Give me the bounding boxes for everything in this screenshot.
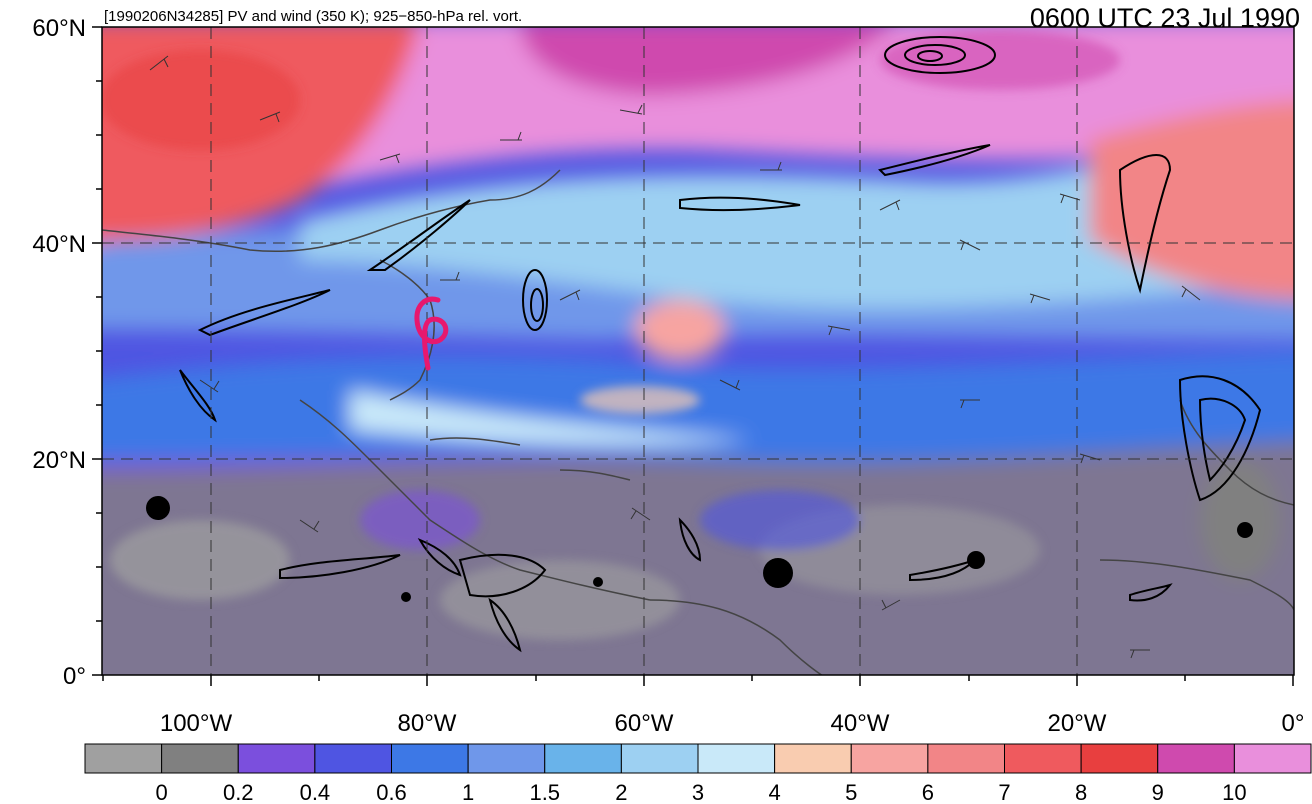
colorbar-swatch	[620, 743, 699, 774]
colorbar-label: 1.5	[529, 780, 560, 804]
vorticity-contours	[179, 36, 1262, 653]
tropical-storm-symbol	[414, 296, 449, 371]
lon-label-0: 0°	[1282, 710, 1305, 737]
lon-label-100w: 100°W	[160, 710, 233, 737]
latitude-labels: 60°N 40°N 20°N 0°	[32, 15, 86, 690]
colorbar-swatch	[1157, 743, 1235, 774]
longitude-labels: 100°W 80°W 60°W 40°W 20°W 0°	[160, 710, 1305, 737]
colorbar-swatch	[467, 743, 546, 774]
colorbar-label: 8	[1075, 780, 1087, 804]
colorbar-label: 9	[1152, 780, 1164, 804]
map-area	[102, 27, 1294, 675]
colorbar-label: 4	[769, 780, 781, 804]
lat-label-0: 0°	[63, 663, 86, 690]
colorbar-swatch	[850, 743, 929, 774]
wind-barbs	[149, 55, 1201, 659]
colorbar-label: 5	[845, 780, 857, 804]
map-title: [1990206N34285] PV and wind (350 K); 925…	[104, 8, 522, 25]
colorbar-swatch	[1080, 743, 1159, 774]
colorbar-swatch	[391, 743, 469, 774]
pv-shading	[102, 27, 1294, 675]
colorbar-swatch	[697, 743, 776, 774]
colorbar-label: 1	[462, 780, 474, 804]
colorbar: 0 0.2 0.4 0.6 1 1.5 2 3 4 5 6 7 8 9 10	[84, 743, 1312, 804]
graticule	[102, 27, 1294, 675]
lon-label-40w: 40°W	[831, 710, 890, 737]
colorbar-label: 0.4	[300, 780, 331, 804]
lat-label-60n: 60°N	[32, 15, 86, 42]
lon-label-20w: 20°W	[1048, 710, 1107, 737]
colorbar-swatch	[84, 743, 163, 774]
colorbar-swatch	[314, 743, 392, 774]
lon-label-60w: 60°W	[615, 710, 674, 737]
colorbar-swatch	[237, 743, 316, 774]
colorbar-label: 6	[922, 780, 934, 804]
colorbar-swatch	[1004, 743, 1082, 774]
lat-label-40n: 40°N	[32, 231, 86, 258]
colorbar-swatch	[927, 743, 1005, 774]
colorbar-label: 10	[1222, 780, 1246, 804]
colorbar-swatch	[161, 743, 239, 774]
colorbar-label: 0.2	[223, 780, 254, 804]
colorbar-swatch	[544, 743, 622, 774]
colorbar-label: 0.6	[376, 780, 407, 804]
lat-label-20n: 20°N	[32, 447, 86, 474]
colorbar-label: 3	[692, 780, 704, 804]
colorbar-label: 7	[998, 780, 1010, 804]
colorbar-label: 0	[156, 780, 168, 804]
lon-label-80w: 80°W	[398, 710, 457, 737]
axis-ticks	[92, 26, 1294, 686]
colorbar-swatch	[774, 743, 852, 774]
colorbar-label: 2	[615, 780, 627, 804]
vorticity-maxima	[146, 496, 1253, 602]
colorbar-swatch	[1233, 743, 1312, 774]
